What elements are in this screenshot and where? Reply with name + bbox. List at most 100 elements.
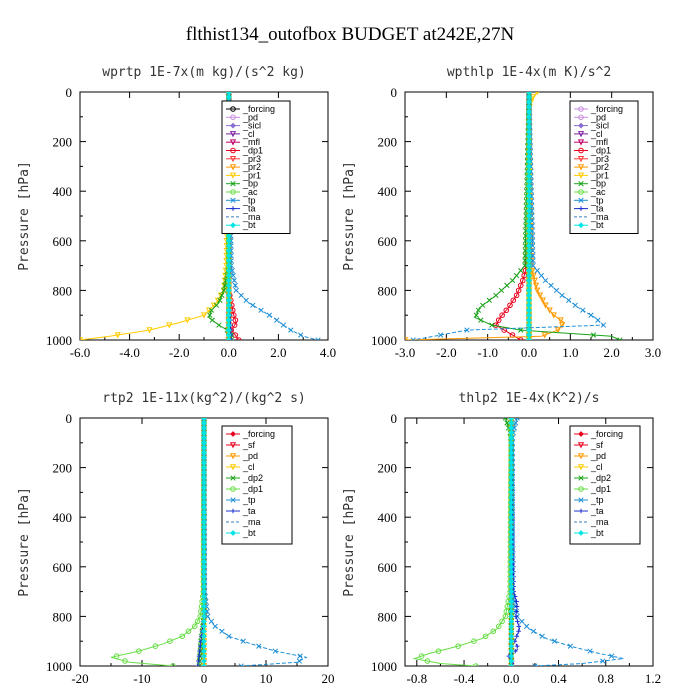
data-point <box>201 418 207 421</box>
data-point <box>489 322 495 328</box>
y-tick-label: 400 <box>53 510 73 525</box>
chart-panel-2: wpthlp 1E-4x(m K)/s^2 Pressure [hPa] -3.0 -… <box>342 65 661 360</box>
legend-marker <box>578 189 584 195</box>
data-point <box>219 292 225 299</box>
data-point <box>536 292 544 299</box>
legend-marker <box>577 453 585 460</box>
legend-label: _bp <box>590 179 606 189</box>
x-tick-label: -2.0 <box>169 345 190 360</box>
data-point <box>548 282 554 289</box>
plot-area <box>405 92 623 340</box>
panel-title: wpthlp 1E-4x(m K)/s^2 <box>447 65 611 80</box>
data-point <box>546 307 553 314</box>
legend-marker <box>578 147 584 154</box>
y-tick-label: 1000 <box>46 333 72 348</box>
x-tick-label: -6.0 <box>70 345 91 360</box>
data-point <box>280 322 287 328</box>
data-point <box>205 613 211 620</box>
panel-title: thlp2 1E-4x(K^2)/s <box>459 391 600 406</box>
data-point <box>184 317 191 324</box>
data-point <box>508 663 515 666</box>
data-point <box>410 337 416 340</box>
data-point <box>554 327 562 334</box>
legend-marker <box>577 442 585 449</box>
legend-marker <box>577 156 585 163</box>
legend: _forcing_sf_pd_cl_dp2_dp1_tp_ta_ma_bt <box>221 425 293 545</box>
data-point <box>529 228 535 234</box>
data-point <box>542 302 549 309</box>
legend-label: _ta <box>590 204 604 214</box>
legend-label: _ta <box>242 204 256 214</box>
data-point <box>580 307 586 313</box>
plot-area <box>412 418 624 666</box>
legend-label: _dp1 <box>590 484 611 494</box>
data-point <box>455 643 461 649</box>
legend-marker <box>229 442 237 449</box>
data-point <box>231 277 237 284</box>
x-tick-label: -10 <box>133 671 150 686</box>
series-line <box>228 92 319 340</box>
data-point <box>587 648 593 654</box>
data-point <box>522 253 528 259</box>
data-point <box>499 312 505 319</box>
data-point <box>530 253 536 259</box>
data-point <box>222 282 228 289</box>
data-point <box>513 614 519 619</box>
y-axis-label: Pressure [hPa] <box>342 487 357 597</box>
legend-label: _dp2 <box>590 473 611 483</box>
legend-label: _cl <box>590 129 603 139</box>
legend-label: _dp2 <box>242 473 263 483</box>
data-point <box>522 262 528 269</box>
data-point <box>435 648 442 654</box>
legend-marker <box>229 464 237 471</box>
data-point <box>490 628 497 635</box>
chart-panel-1: wprtp 1E-7x(m kg)/(s^2 kg) Pressure [hPa]… <box>17 65 336 360</box>
legend-label: _tp <box>590 195 604 205</box>
x-tick-label: -0.8 <box>407 671 428 686</box>
data-point <box>530 248 536 254</box>
data-point <box>274 317 280 323</box>
data-point <box>122 658 128 664</box>
series-dp1 <box>110 418 207 666</box>
legend-label: _forcing <box>242 429 275 439</box>
legend-label: _cl <box>590 462 603 472</box>
data-point <box>266 312 272 318</box>
data-point <box>530 262 536 269</box>
x-tick-label: -2.0 <box>436 345 457 360</box>
plot-area <box>110 418 308 666</box>
legend-label: _bt <box>242 528 256 538</box>
legend-marker <box>229 164 237 171</box>
data-point <box>288 327 294 333</box>
data-point <box>238 663 244 666</box>
legend-label: _mfl <box>242 137 260 147</box>
data-point <box>230 272 236 279</box>
y-tick-label: 600 <box>378 560 398 575</box>
legend-label: _dp1 <box>242 484 263 494</box>
data-point <box>523 623 530 629</box>
y-tick-label: 200 <box>53 461 73 476</box>
x-tick-label: 4.0 <box>320 345 336 360</box>
legend-label: _pd <box>242 451 258 461</box>
legend-label: _sf <box>590 440 604 450</box>
data-point <box>146 327 153 334</box>
data-point <box>233 287 239 294</box>
data-point <box>518 267 524 274</box>
chart-panel-4: thlp2 1E-4x(K^2)/s Pressure [hPa] -0.8 -0.4… <box>342 391 661 686</box>
data-point <box>216 322 222 328</box>
legend-marker <box>230 486 236 492</box>
x-tick-label: -3.0 <box>395 345 416 360</box>
y-tick-label: 800 <box>378 609 398 624</box>
legend-marker <box>229 139 237 146</box>
legend-label: _cl <box>242 462 255 472</box>
legend-label: _tp <box>242 495 256 505</box>
data-point <box>531 277 538 284</box>
data-point <box>315 337 321 340</box>
y-tick-label: 0 <box>66 85 73 100</box>
data-point <box>205 307 213 314</box>
legend-marker <box>578 431 584 437</box>
data-point <box>493 292 499 299</box>
data-point <box>530 94 537 101</box>
series-bt <box>508 418 515 666</box>
x-tick-label: -20 <box>71 671 88 686</box>
y-tick-label: 600 <box>53 234 73 249</box>
